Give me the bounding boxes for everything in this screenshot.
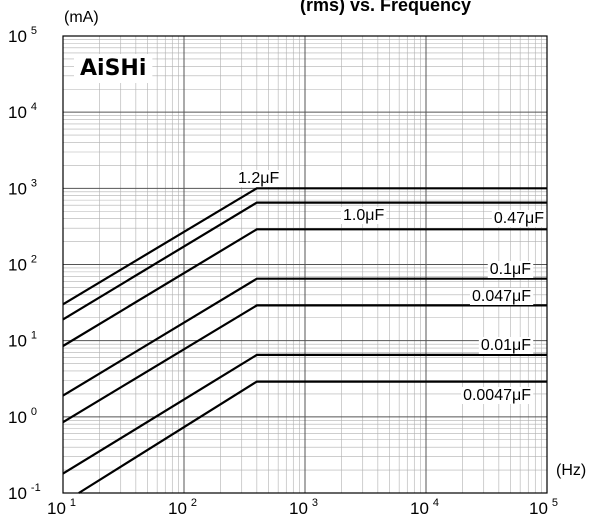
y-axis-unit: (mA) [64, 9, 99, 26]
series-label-bg [236, 170, 282, 187]
series-line-3 [62, 277, 547, 397]
y-tick-label: 10 5 [8, 25, 37, 46]
series-line-5 [62, 353, 547, 475]
series-line-4 [62, 304, 547, 424]
y-tick-label: 10 0 [8, 406, 37, 427]
tick-labels: 10 -1 10 0 10 1 10 2 10 3 10 4 10 5 10 1 10 2 10 3 10 4 10 5 [8, 25, 558, 518]
y-tick-label: 10 1 [8, 330, 37, 351]
series-label-bg [478, 337, 534, 354]
y-tick-label: 10 2 [8, 254, 37, 275]
series-label-bg [341, 207, 387, 224]
x-tick-label: 10 4 [410, 497, 439, 518]
series-label-3: 0.1μF [487, 261, 534, 278]
series-label-text: 1.0μF [343, 207, 384, 224]
series-label-4: 0.047μF [469, 288, 534, 305]
series-label-text: 1.2μF [238, 170, 279, 187]
series-label-text: 0.1μF [490, 261, 531, 278]
y-tick-label: 10 -1 [8, 482, 41, 503]
series-label-5: 0.01μF [478, 337, 534, 354]
series-label-bg [469, 288, 534, 305]
series-layer [62, 187, 547, 494]
y-tick-label: 10 3 [8, 177, 37, 198]
series-line-1 [62, 201, 547, 321]
plot-frame [62, 35, 548, 494]
series-line-0 [62, 187, 547, 306]
x-tick-label: 10 2 [168, 497, 197, 518]
x-tick-label: 10 3 [289, 497, 318, 518]
series-label-text: 0.01μF [481, 337, 531, 354]
series-label-text: 0.047μF [472, 288, 531, 305]
series-label-bg [487, 261, 534, 278]
series-label-text: 0.0047μF [463, 387, 531, 404]
series-label-bg [461, 387, 534, 404]
series-label-1: 1.0μF [341, 207, 387, 224]
series-label-2: 0.47μF [491, 210, 547, 227]
x-tick-label: 10 1 [47, 497, 76, 518]
series-line-2 [62, 228, 547, 347]
x-axis-unit: (Hz) [556, 462, 586, 479]
y-tick-label: 10 4 [8, 101, 37, 122]
brand-logo: AiSHi [80, 56, 146, 81]
series-labels: 1.2μF 1.0μF 0.47μF 0.1μF 0.047μF 0.01μF 0.0047… [236, 170, 547, 404]
series-label-6: 0.0047μF [461, 387, 534, 404]
series-line-6 [78, 380, 547, 494]
logo-background [74, 54, 153, 83]
series-label-bg [491, 210, 547, 227]
chart-title: (rms) vs. Frequency [300, 0, 471, 15]
x-tick-label: 10 5 [529, 497, 558, 518]
series-label-text: 0.47μF [494, 210, 544, 227]
series-label-0: 1.2μF [236, 170, 282, 187]
